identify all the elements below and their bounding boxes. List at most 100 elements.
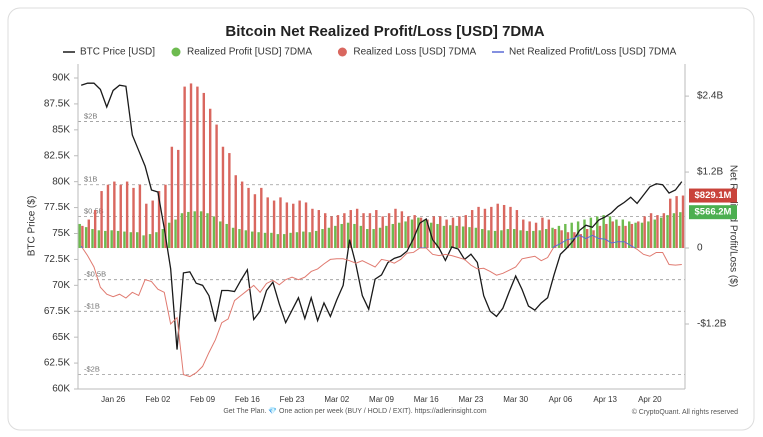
value-badge [689, 205, 737, 220]
y-tick-label: 65K [52, 332, 70, 343]
bar [541, 217, 544, 249]
bar [579, 234, 582, 249]
value-badge-label: $566.2M [695, 207, 732, 218]
bar [637, 221, 640, 249]
bar [219, 221, 222, 249]
bar [260, 187, 263, 249]
bar [451, 217, 455, 249]
bar [138, 184, 142, 249]
bar [228, 153, 231, 249]
bar [167, 222, 171, 249]
bar [231, 227, 235, 249]
x-tick-label: Apr 13 [593, 395, 617, 404]
bar [308, 232, 311, 249]
bar [397, 222, 401, 249]
bar [148, 234, 152, 249]
bar [522, 219, 525, 249]
bar [445, 219, 448, 249]
bar [381, 216, 384, 249]
bar [199, 211, 203, 249]
bar [413, 215, 416, 249]
bar [647, 221, 650, 249]
bar [566, 232, 570, 249]
bar [359, 225, 363, 249]
y-tick-label: 77.5K [44, 202, 70, 213]
legend-label: Net Realized Profit/Loss [USD] 7DMA [509, 47, 677, 58]
bar [458, 216, 461, 249]
y-tick-label: 70K [52, 280, 70, 291]
bar [464, 215, 467, 249]
bar [372, 229, 375, 249]
bar [617, 225, 621, 249]
bar [208, 108, 212, 249]
bar [253, 194, 257, 249]
bar [423, 219, 426, 249]
bar [557, 225, 561, 249]
bar [400, 211, 404, 249]
bar [598, 225, 602, 249]
bar [355, 208, 359, 249]
reference-label: $0.5B [84, 206, 104, 215]
bar [576, 221, 580, 249]
bar [419, 217, 423, 249]
bar [560, 230, 563, 249]
bar [104, 230, 107, 249]
legend-label: Realized Loss [USD] 7DMA [353, 47, 476, 58]
bar [302, 231, 305, 249]
bar [132, 187, 135, 249]
bar [295, 232, 299, 249]
x-tick-label: Mar 16 [414, 395, 439, 404]
bar [321, 229, 324, 249]
bar [84, 227, 88, 249]
bar [285, 202, 289, 249]
bar [449, 225, 452, 249]
bar [585, 229, 589, 249]
bar [439, 216, 442, 249]
bar [538, 230, 541, 249]
bar [177, 149, 180, 249]
bar [225, 223, 228, 249]
bar [461, 226, 465, 249]
bar [436, 223, 439, 249]
bar [93, 210, 97, 249]
line [80, 234, 682, 378]
bar [378, 227, 382, 249]
bar [512, 229, 516, 249]
reference-label: $2B [84, 111, 97, 120]
bar [180, 213, 184, 249]
bar [564, 223, 567, 249]
bar [426, 219, 429, 249]
bar [106, 184, 110, 249]
bar [500, 230, 503, 249]
bar [634, 222, 637, 249]
bar [327, 227, 331, 249]
bar [298, 200, 301, 249]
bar [145, 203, 148, 249]
bar [314, 230, 318, 249]
bar [525, 230, 529, 249]
bar [611, 221, 614, 249]
x-tick-label: Feb 23 [280, 395, 305, 404]
bar [490, 206, 493, 249]
bar [272, 200, 276, 249]
y-tick-label: 60K [52, 384, 70, 395]
bar [155, 232, 158, 249]
bar [289, 232, 292, 249]
credit-text: © CryptoQuant. All rights reserved [632, 408, 738, 416]
bar [679, 212, 682, 249]
legend-label: BTC Price [USD] [80, 47, 155, 58]
bar [407, 216, 410, 249]
bar [276, 234, 280, 249]
bar [353, 223, 356, 249]
bar [317, 210, 321, 249]
bar [570, 222, 573, 249]
y-tick-label: 62.5K [44, 358, 70, 369]
bar [515, 210, 519, 249]
chart-title: Bitcoin Net Realized Profit/Loss [USD] 7… [225, 23, 544, 40]
legend-label: Realized Profit [USD] 7DMA [187, 47, 312, 58]
value-badge [689, 188, 737, 203]
legend-marker [337, 47, 347, 57]
bar [164, 184, 167, 249]
